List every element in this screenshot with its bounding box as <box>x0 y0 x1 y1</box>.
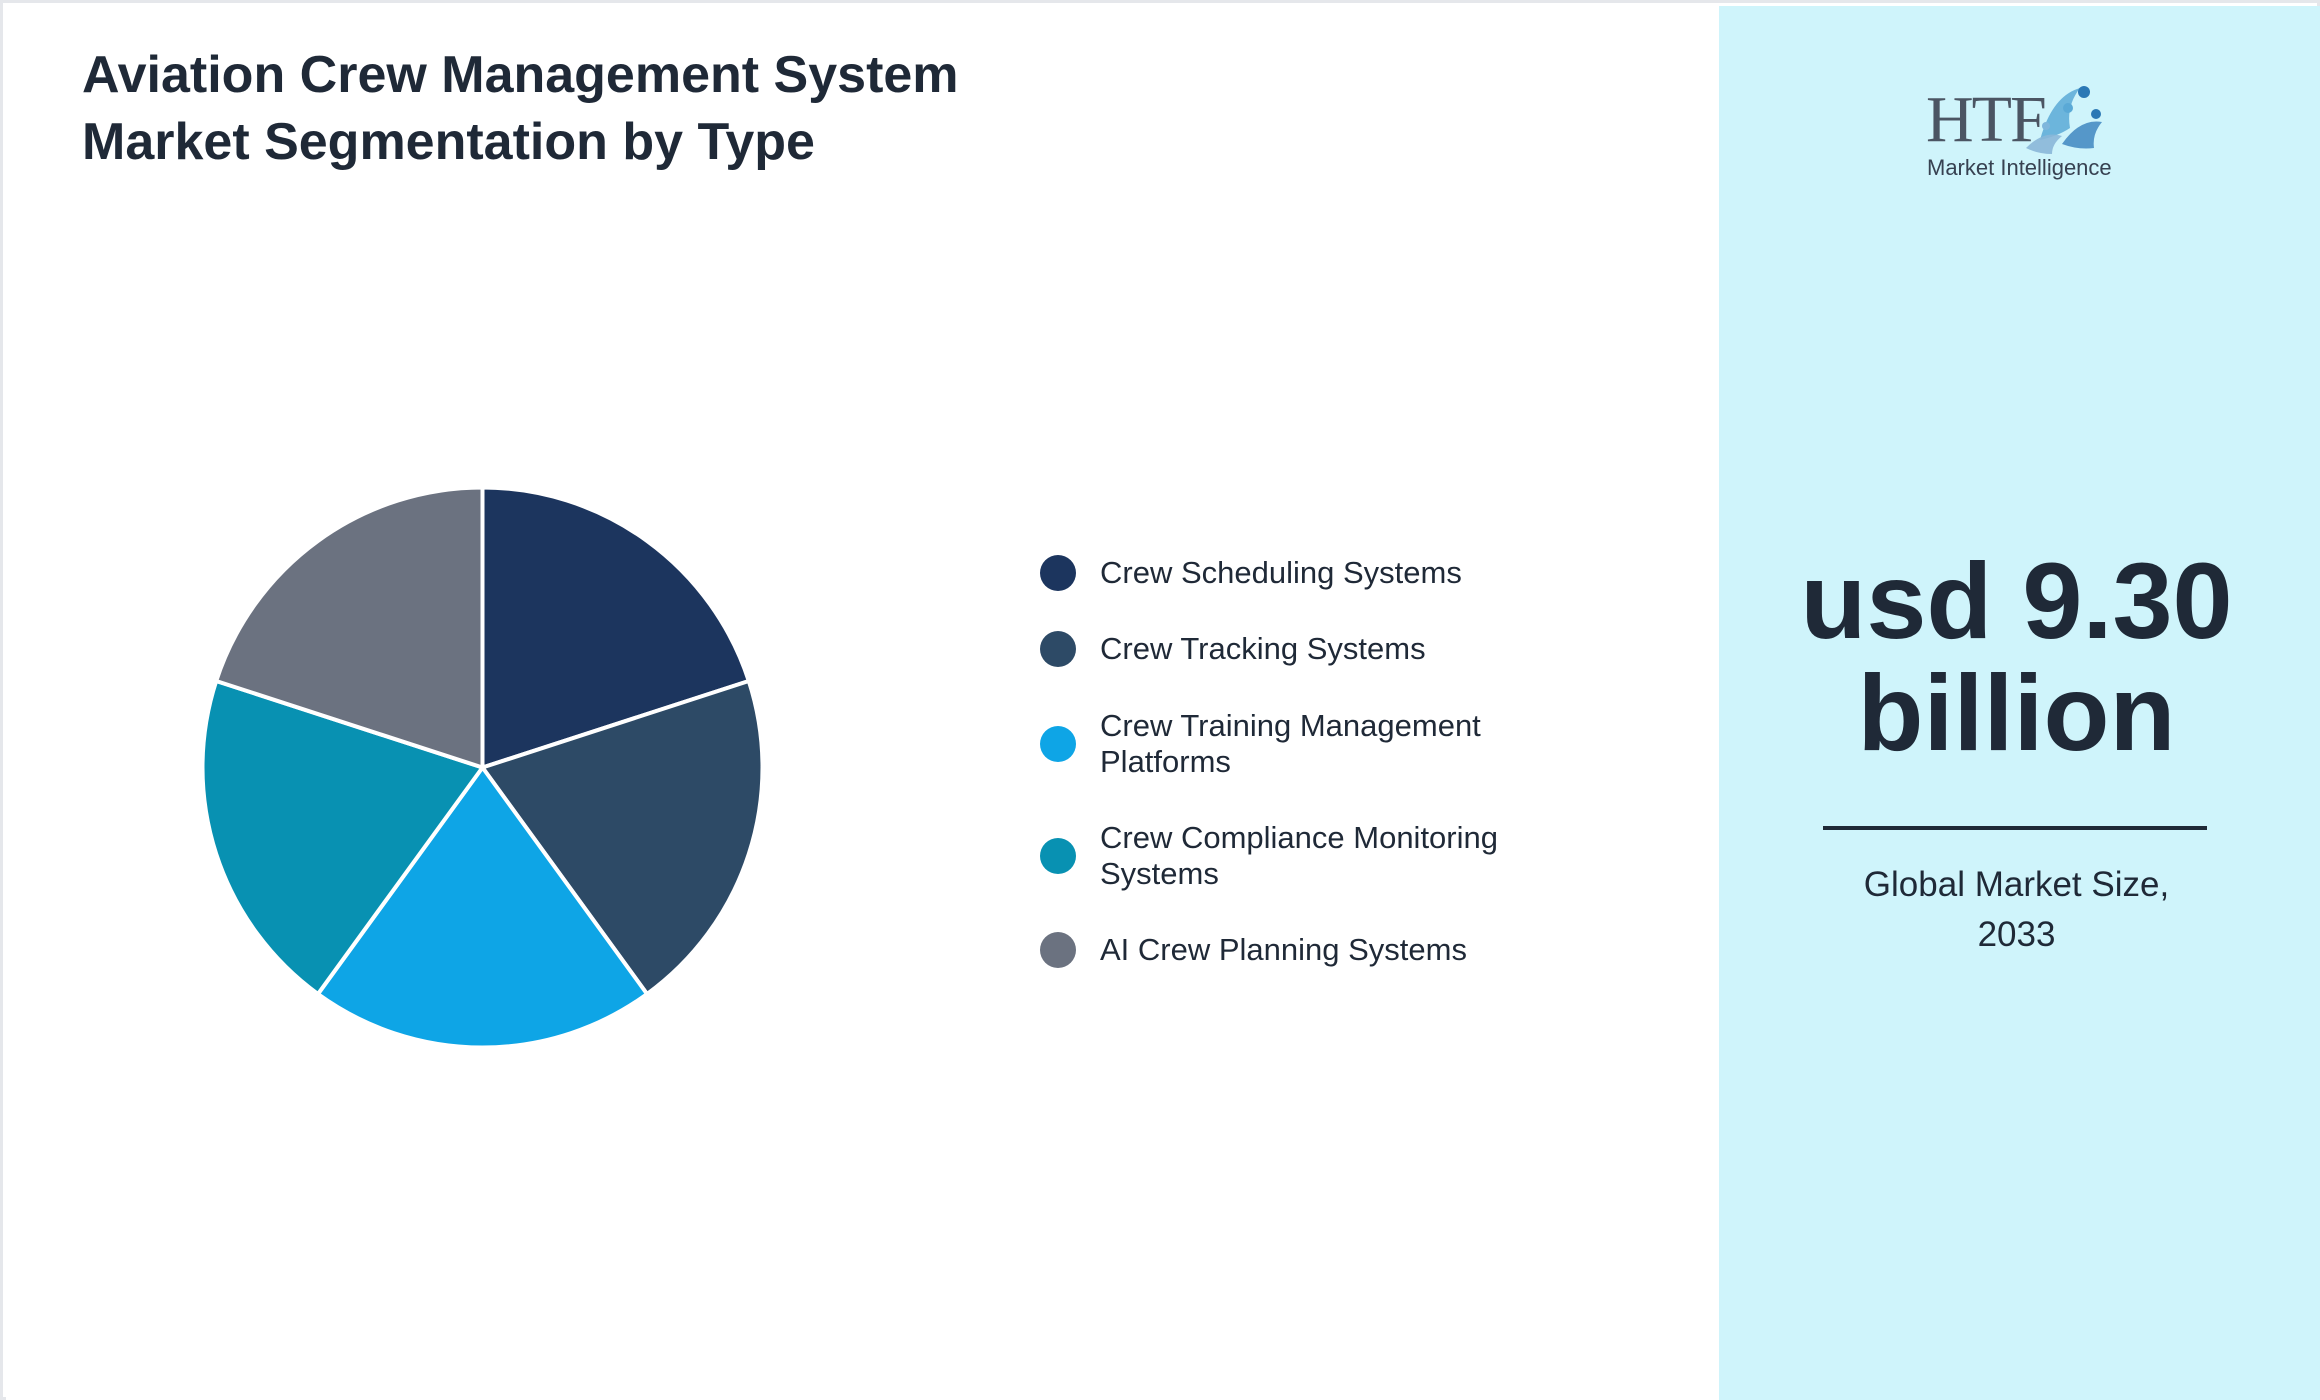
legend-item: Crew Scheduling Systems <box>1040 555 1600 591</box>
legend-label: AI Crew Planning Systems <box>1100 932 1467 967</box>
legend-label: Crew Tracking Systems <box>1100 631 1426 666</box>
chart-title: Aviation Crew Management System Market S… <box>82 46 959 171</box>
market-size-amount: usd 9.30 <box>1800 540 2233 661</box>
legend-item: Crew Training Management Platforms <box>1040 708 1600 780</box>
caption-line-1: Global Market Size, <box>1863 865 2170 904</box>
pie-slice-crew-scheduling-systems <box>480 485 751 770</box>
market-size-value: usd 9.30 billion <box>1716 545 2317 769</box>
pie-chart <box>200 485 765 1050</box>
divider-line <box>1823 826 2207 830</box>
pie-slice-ai-crew-planning-systems <box>214 485 485 770</box>
legend-item: AI Crew Planning Systems <box>1040 932 1600 968</box>
legend-swatch <box>1040 838 1076 874</box>
legend-item: Crew Compliance Monitoring Systems <box>1040 820 1600 892</box>
pie-chart-container <box>195 480 770 1055</box>
legend-swatch <box>1040 932 1076 968</box>
caption-line-2: 2033 <box>1977 915 2056 954</box>
htf-logo: HTF Market Intelligence <box>1920 78 2112 188</box>
legend-label: Crew Scheduling Systems <box>1100 555 1462 590</box>
market-size-panel <box>1719 6 2320 1400</box>
pie-slice-crew-tracking-systems <box>480 678 765 997</box>
pie-slice-crew-compliance-monitoring-systems <box>200 678 485 997</box>
logo-brand: HTF <box>1926 83 2047 156</box>
pie-slice-crew-training-management-platforms <box>315 765 650 1050</box>
legend-swatch <box>1040 555 1076 591</box>
legend-item: Crew Tracking Systems <box>1040 631 1600 667</box>
legend-swatch <box>1040 631 1076 667</box>
legend-label: Crew Training Management Platforms <box>1100 708 1481 779</box>
market-size-caption: Global Market Size, 2033 <box>1766 860 2267 960</box>
legend-label: Crew Compliance Monitoring Systems <box>1100 820 1498 891</box>
logo-figures-icon <box>2026 86 2102 154</box>
logo-subtitle: Market Intelligence <box>1927 155 2112 180</box>
market-size-unit: billion <box>1857 652 2176 773</box>
legend-swatch <box>1040 726 1076 762</box>
